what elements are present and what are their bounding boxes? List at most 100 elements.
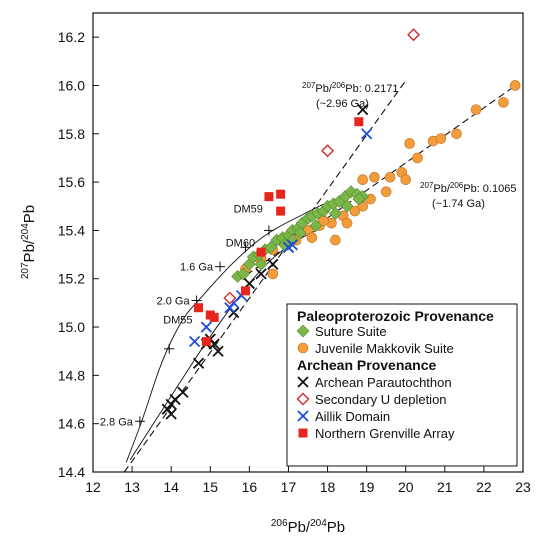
juvenile-makkovik-suite-point — [384, 171, 396, 183]
secondary-u-depletion-point — [321, 144, 335, 158]
suture-suite-point — [237, 267, 250, 281]
northern-grenville-array-point — [354, 117, 364, 127]
y-tick-labels: 14.4 14.6 14.8 15.0 15.2 15.4 15.6 15.8 16.0 16.2 — [58, 29, 85, 480]
regression-label: 207Pb/206Pb: 0.1065 — [420, 181, 516, 195]
northern-grenville-array-point — [256, 247, 266, 257]
evolution-curve — [125, 196, 344, 463]
suture-suite-point — [309, 219, 323, 233]
axis-ticks — [92, 36, 524, 473]
juvenile-makkovik-suite-point — [330, 234, 341, 246]
y-tick-label: 16.0 — [58, 77, 85, 93]
x-tick-label: 16 — [242, 479, 258, 495]
x-tick-label: 21 — [437, 479, 453, 495]
legend-marker — [296, 392, 310, 406]
regression-label-part: Pb: 0.1065 — [463, 183, 516, 195]
x-tick-label: 20 — [398, 479, 414, 495]
archean-parautochthon-point — [267, 258, 279, 270]
y-tick-label: 14.4 — [58, 464, 85, 480]
northern-grenville-array-point — [209, 312, 219, 322]
secondary-u-depletion-point — [407, 28, 421, 42]
juvenile-makkovik-suite-point — [306, 232, 318, 243]
juvenile-makkovik-suite-point — [357, 174, 369, 185]
aillik-domain-point — [200, 321, 213, 333]
aillik-domain-point — [188, 335, 201, 348]
plot-area — [92, 12, 524, 473]
northern-grenville-array-point — [276, 189, 286, 199]
x-tick-label: 12 — [85, 479, 101, 495]
point-label: DM59 — [234, 204, 263, 216]
regression-label-part: 206 — [332, 81, 346, 90]
y-label-sup2: 204 — [20, 223, 31, 240]
archean-parautochthon-point — [192, 357, 205, 369]
regression-label-part: 207 — [302, 81, 316, 90]
y-tick-label: 15.0 — [58, 319, 85, 335]
northern-grenville-array-point — [201, 337, 211, 347]
legend-heading-paleoproterozoic: Paleoproterozoic Provenance — [297, 308, 494, 324]
juvenile-makkovik-suite-point — [509, 80, 521, 91]
regression-label-part: Pb/ — [433, 183, 450, 195]
suture-suite-point — [264, 240, 278, 254]
northern-grenville-array-point — [276, 206, 286, 216]
northern-grenville-array-point — [240, 286, 250, 296]
aillik-domain-point — [286, 239, 299, 251]
regression-label-part: 206 — [450, 181, 464, 190]
curve-age-label: 1.6 Ga — [180, 262, 214, 274]
regression-label-part: Pb/ — [315, 83, 332, 95]
juvenile-makkovik-suite-point — [341, 217, 353, 229]
x-tick-label: 14 — [163, 479, 179, 495]
juvenile-makkovik-suite-point — [404, 138, 415, 149]
juvenile-makkovik-suite-point — [451, 128, 462, 140]
suture-suite-point — [340, 199, 354, 213]
regression-age-label: (~1.74 Ga) — [432, 198, 485, 210]
y-axis-label: 207Pb/204Pb — [20, 205, 38, 279]
x-axis-label: 206Pb/204Pb — [271, 518, 345, 536]
y-tick-label: 16.2 — [58, 29, 85, 45]
x-tick-label: 23 — [515, 479, 531, 495]
legend-label: Archean Parautochthon — [315, 375, 452, 390]
legend-label: Juvenile Makkovik Suite — [315, 341, 454, 356]
regression-label-part: Pb: 0.2171 — [345, 83, 398, 95]
aillik-domain-point — [360, 128, 373, 140]
legend-label: Secondary U depletion — [315, 392, 447, 407]
y-tick-label: 15.6 — [58, 174, 85, 190]
archean-parautochthon-point — [357, 103, 369, 116]
archean-parautochthon-point — [177, 386, 189, 398]
x-tick-labels: 12 13 14 15 16 17 18 19 20 21 22 23 — [85, 479, 531, 495]
y-label-base1: Pb/ — [21, 239, 38, 262]
point-label: DM55 — [163, 315, 192, 327]
northern-grenville-array-point — [264, 192, 274, 202]
juvenile-makkovik-suite-point — [435, 133, 447, 144]
x-label-base2: Pb — [327, 519, 345, 536]
x-tick-label: 22 — [476, 479, 492, 495]
regression-age-label: (~2.96 Ga) — [316, 98, 369, 110]
annotations: DM59 DM60 DM55 — [163, 204, 263, 327]
x-tick-label: 18 — [320, 479, 336, 495]
x-label-sup2: 204 — [310, 518, 327, 529]
data-points — [161, 28, 521, 420]
x-tick-label: 15 — [202, 479, 218, 495]
juvenile-makkovik-suite-point — [470, 104, 482, 115]
point-label: DM60 — [226, 237, 255, 249]
y-tick-label: 14.8 — [58, 367, 85, 383]
legend-label: Aillik Domain — [315, 409, 390, 424]
legend-marker — [297, 410, 309, 422]
suture-suite-point — [254, 257, 268, 271]
y-tick-label: 15.4 — [58, 222, 85, 238]
secondary-u-depletion-point — [223, 291, 237, 305]
y-tick-label: 14.6 — [58, 416, 85, 432]
x-tick-label: 17 — [281, 479, 297, 495]
suture-suite-point — [352, 192, 366, 206]
y-tick-label: 15.2 — [58, 271, 85, 287]
legend-heading-archean: Archean Provenance — [297, 357, 436, 373]
archean-parautochthon-point — [212, 345, 224, 357]
legend-box — [286, 303, 518, 467]
legend-label: Suture Suite — [315, 324, 387, 339]
legend-marker — [298, 428, 308, 438]
regression-label: 207Pb/206Pb: 0.2171 — [302, 81, 398, 95]
archean-parautochthon-point — [255, 268, 267, 280]
juvenile-makkovik-suite-point — [267, 268, 279, 280]
x-tick-label: 19 — [359, 479, 375, 495]
juvenile-makkovik-suite-point — [380, 186, 392, 198]
